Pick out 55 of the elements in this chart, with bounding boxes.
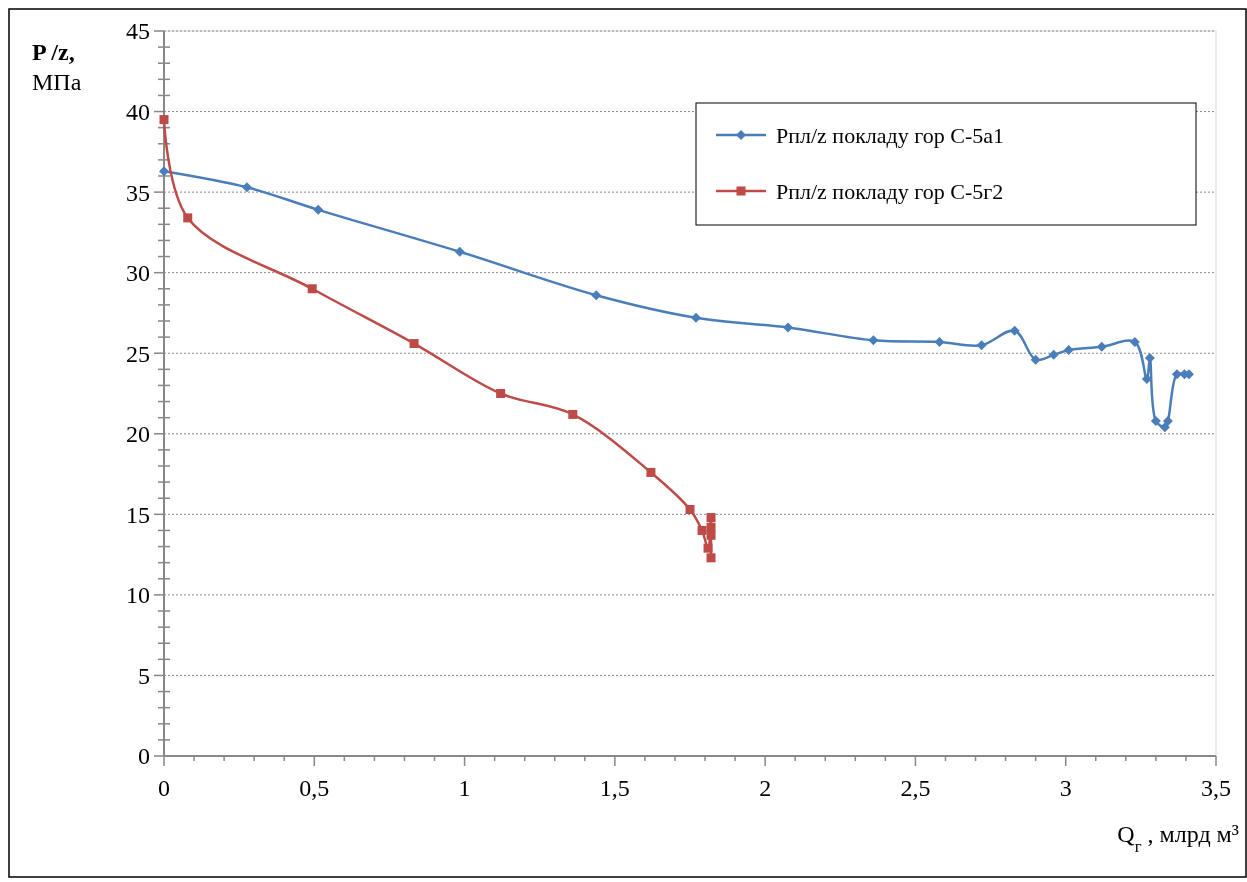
x-tick-label: 0 <box>158 775 170 801</box>
point <box>159 166 169 177</box>
x-tick-label: 2,5 <box>900 775 931 801</box>
x-tick-label: 2 <box>759 775 772 801</box>
point <box>183 213 193 223</box>
point <box>697 525 707 535</box>
y-tick-label: 20 <box>126 421 150 448</box>
point <box>409 339 419 349</box>
point <box>454 246 465 257</box>
x-tick-label: 3 <box>1059 775 1072 801</box>
point <box>703 543 713 553</box>
point <box>706 530 716 540</box>
x-tick-label: 3,5 <box>1201 775 1231 801</box>
y-tick-label: 35 <box>126 179 150 206</box>
point <box>706 513 716 523</box>
point <box>868 335 879 346</box>
point <box>307 284 317 294</box>
point <box>241 182 252 193</box>
legend-label: Рпл/z покладу гор С-5г2 <box>776 178 1004 204</box>
x-tick-label: 0,5 <box>299 775 330 801</box>
point <box>313 204 324 215</box>
point <box>591 290 602 301</box>
y-tick-label: 25 <box>126 340 150 367</box>
x-axis-title: Q$_{г}$ , млрд м³ <box>1117 821 1239 856</box>
point <box>1129 336 1140 347</box>
point <box>1162 415 1173 426</box>
y-tick-label: 5 <box>138 662 150 689</box>
point <box>496 389 506 398</box>
point <box>1096 341 1107 352</box>
point <box>159 115 169 125</box>
point <box>934 336 945 347</box>
y-tick-label: 0 <box>138 743 150 770</box>
point <box>1159 422 1170 433</box>
point <box>1150 415 1161 426</box>
x-tick-label: 1,5 <box>599 775 630 801</box>
point <box>782 322 793 333</box>
y-tick-label: 30 <box>126 260 150 287</box>
point <box>1030 354 1041 365</box>
point <box>706 553 716 563</box>
point <box>568 409 578 419</box>
legend-label: Рпл/z покладу гор С-5а1 <box>776 122 1005 148</box>
point <box>1063 345 1074 355</box>
y-tick-label: 40 <box>126 98 150 125</box>
point <box>646 467 656 477</box>
point <box>976 340 987 351</box>
x-tick-label: 1 <box>458 775 471 801</box>
point <box>1048 349 1059 360</box>
y-axis-title: P /z, МПа <box>32 39 82 95</box>
y-tick-label: 45 <box>126 18 150 45</box>
point <box>691 312 702 323</box>
point <box>1009 325 1020 336</box>
point <box>1171 369 1182 380</box>
y-tick-label: 10 <box>126 582 150 609</box>
point <box>685 505 695 514</box>
y-tick-label: 15 <box>126 501 150 528</box>
